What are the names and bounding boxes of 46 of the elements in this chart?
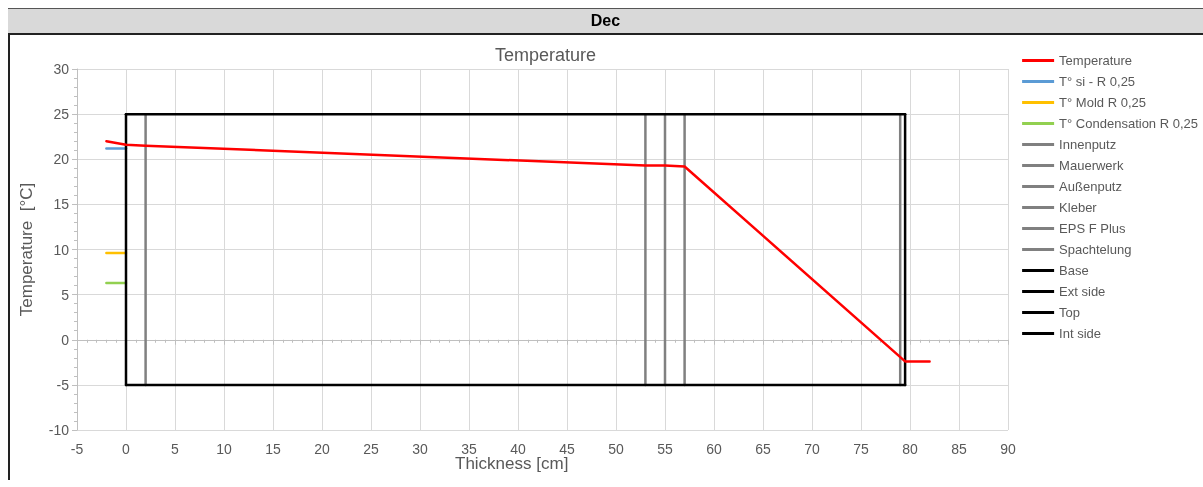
x-tick-label: 65 [755,441,771,457]
x-tick-label: 55 [657,441,673,457]
legend-label: Temperature [1059,53,1133,68]
y-tick-label: 15 [53,196,70,213]
x-tick-label: 45 [559,441,575,457]
chart-title: Temperature [495,45,597,65]
y-axis-title: Temperature [°C] [17,182,36,317]
legend-label: Innenputz [1059,137,1117,152]
legend-label: Base [1059,263,1089,278]
legend-label: EPS F Plus [1059,221,1127,236]
x-tick-label: 90 [1000,441,1016,457]
y-tick-label: 5 [61,286,70,303]
x-tick-label: 0 [122,441,131,457]
y-tick-label: 0 [61,331,70,348]
x-tick-label: 75 [853,441,869,457]
legend-label: T° Condensation R 0,25 [1059,116,1199,131]
y-tick-label: 20 [53,151,70,168]
x-tick-label: 80 [902,441,918,457]
x-tick-label: 30 [412,441,428,457]
legend-label: Außenputz [1059,179,1122,194]
x-tick-label: 20 [314,441,330,457]
x-tick-label: 25 [363,441,379,457]
x-tick-label: 10 [216,441,232,457]
legend-label: T° Mold R 0,25 [1059,95,1146,110]
x-tick-label: 60 [706,441,722,457]
x-tick-label: 35 [461,441,477,457]
legend-label: Spachtelung [1059,242,1132,257]
legend-label: Top [1059,305,1081,320]
x-tick-label: 15 [265,441,281,457]
x-axis-title: Thickness [cm] [455,454,569,473]
y-tick-label: 25 [53,106,70,123]
y-tick-label: -10 [48,422,70,438]
y-tick-label: 30 [53,61,70,77]
legend-label: T° si - R 0,25 [1059,74,1136,89]
x-tick-label: 85 [951,441,967,457]
x-tick-label: 40 [510,441,526,457]
x-tick-label: 50 [608,441,624,457]
legend-label: Ext side [1059,284,1106,299]
y-tick-label: -5 [56,376,70,393]
chart-subtitle: Dec [8,8,1203,35]
y-tick-label: 10 [53,241,70,258]
legend-label: Mauerwerk [1059,158,1124,173]
x-tick-label: 70 [804,441,820,457]
legend-label: Int side [1059,326,1102,341]
x-tick-label: 5 [171,441,180,457]
legend-label: Kleber [1059,200,1098,215]
